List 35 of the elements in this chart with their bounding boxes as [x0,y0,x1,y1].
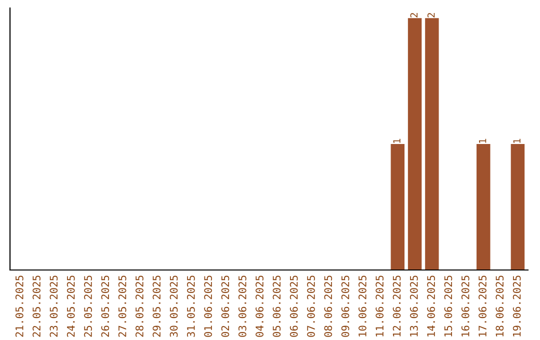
x-tick-label: 21.05.2025 [15,276,24,337]
x-tick-label: 04.06.2025 [256,276,264,337]
x-tick-label: 05.06.2025 [272,276,281,337]
x-tick-label: 29.05.2025 [152,276,161,337]
x-tick-label: 16.06.2025 [461,276,470,336]
x-tick-label: 01.06.2025 [204,276,212,337]
x-tick-label: 14.06.2025 [427,276,435,336]
x-tick-label: 17.06.2025 [478,276,486,336]
x-tick-label: 06.06.2025 [290,276,298,337]
x-tick-label: 13.06.2025 [410,276,418,336]
x-tick-label: 25.05.2025 [84,276,92,337]
x-tick-label: 23.05.2025 [50,276,58,337]
x-tick-label: 22.05.2025 [32,276,40,337]
x-tick-label: 10.06.2025 [358,276,366,336]
data-label: 2 [427,13,435,18]
x-tick-label: 18.06.2025 [496,276,504,336]
x-tick-label: 08.06.2025 [324,276,332,337]
data-label: 1 [393,138,400,143]
data-label: 2 [410,13,418,18]
x-tick-label: 07.06.2025 [307,276,315,337]
x-tick-label: 24.05.2025 [66,276,75,337]
x-tick-label: 28.05.2025 [136,276,144,337]
x-tick-label: 11.06.2025 [376,276,384,336]
x-tick-label: 12.06.2025 [392,276,401,336]
data-label: 1 [513,138,520,143]
x-tick-label: 03.06.2025 [238,276,246,337]
data-label: 1 [479,138,486,143]
x-tick-label: 27.05.2025 [118,276,126,337]
x-tick-label: 30.05.2025 [170,276,178,337]
x-tick-label: 02.06.2025 [221,276,230,337]
x-tick-label: 26.05.2025 [101,276,110,337]
x-tick-label: 31.05.2025 [186,276,195,337]
x-tick-label: 15.06.2025 [444,276,452,336]
x-tick-label: 19.06.2025 [512,276,521,336]
x-tick-label: 09.06.2025 [341,276,350,337]
